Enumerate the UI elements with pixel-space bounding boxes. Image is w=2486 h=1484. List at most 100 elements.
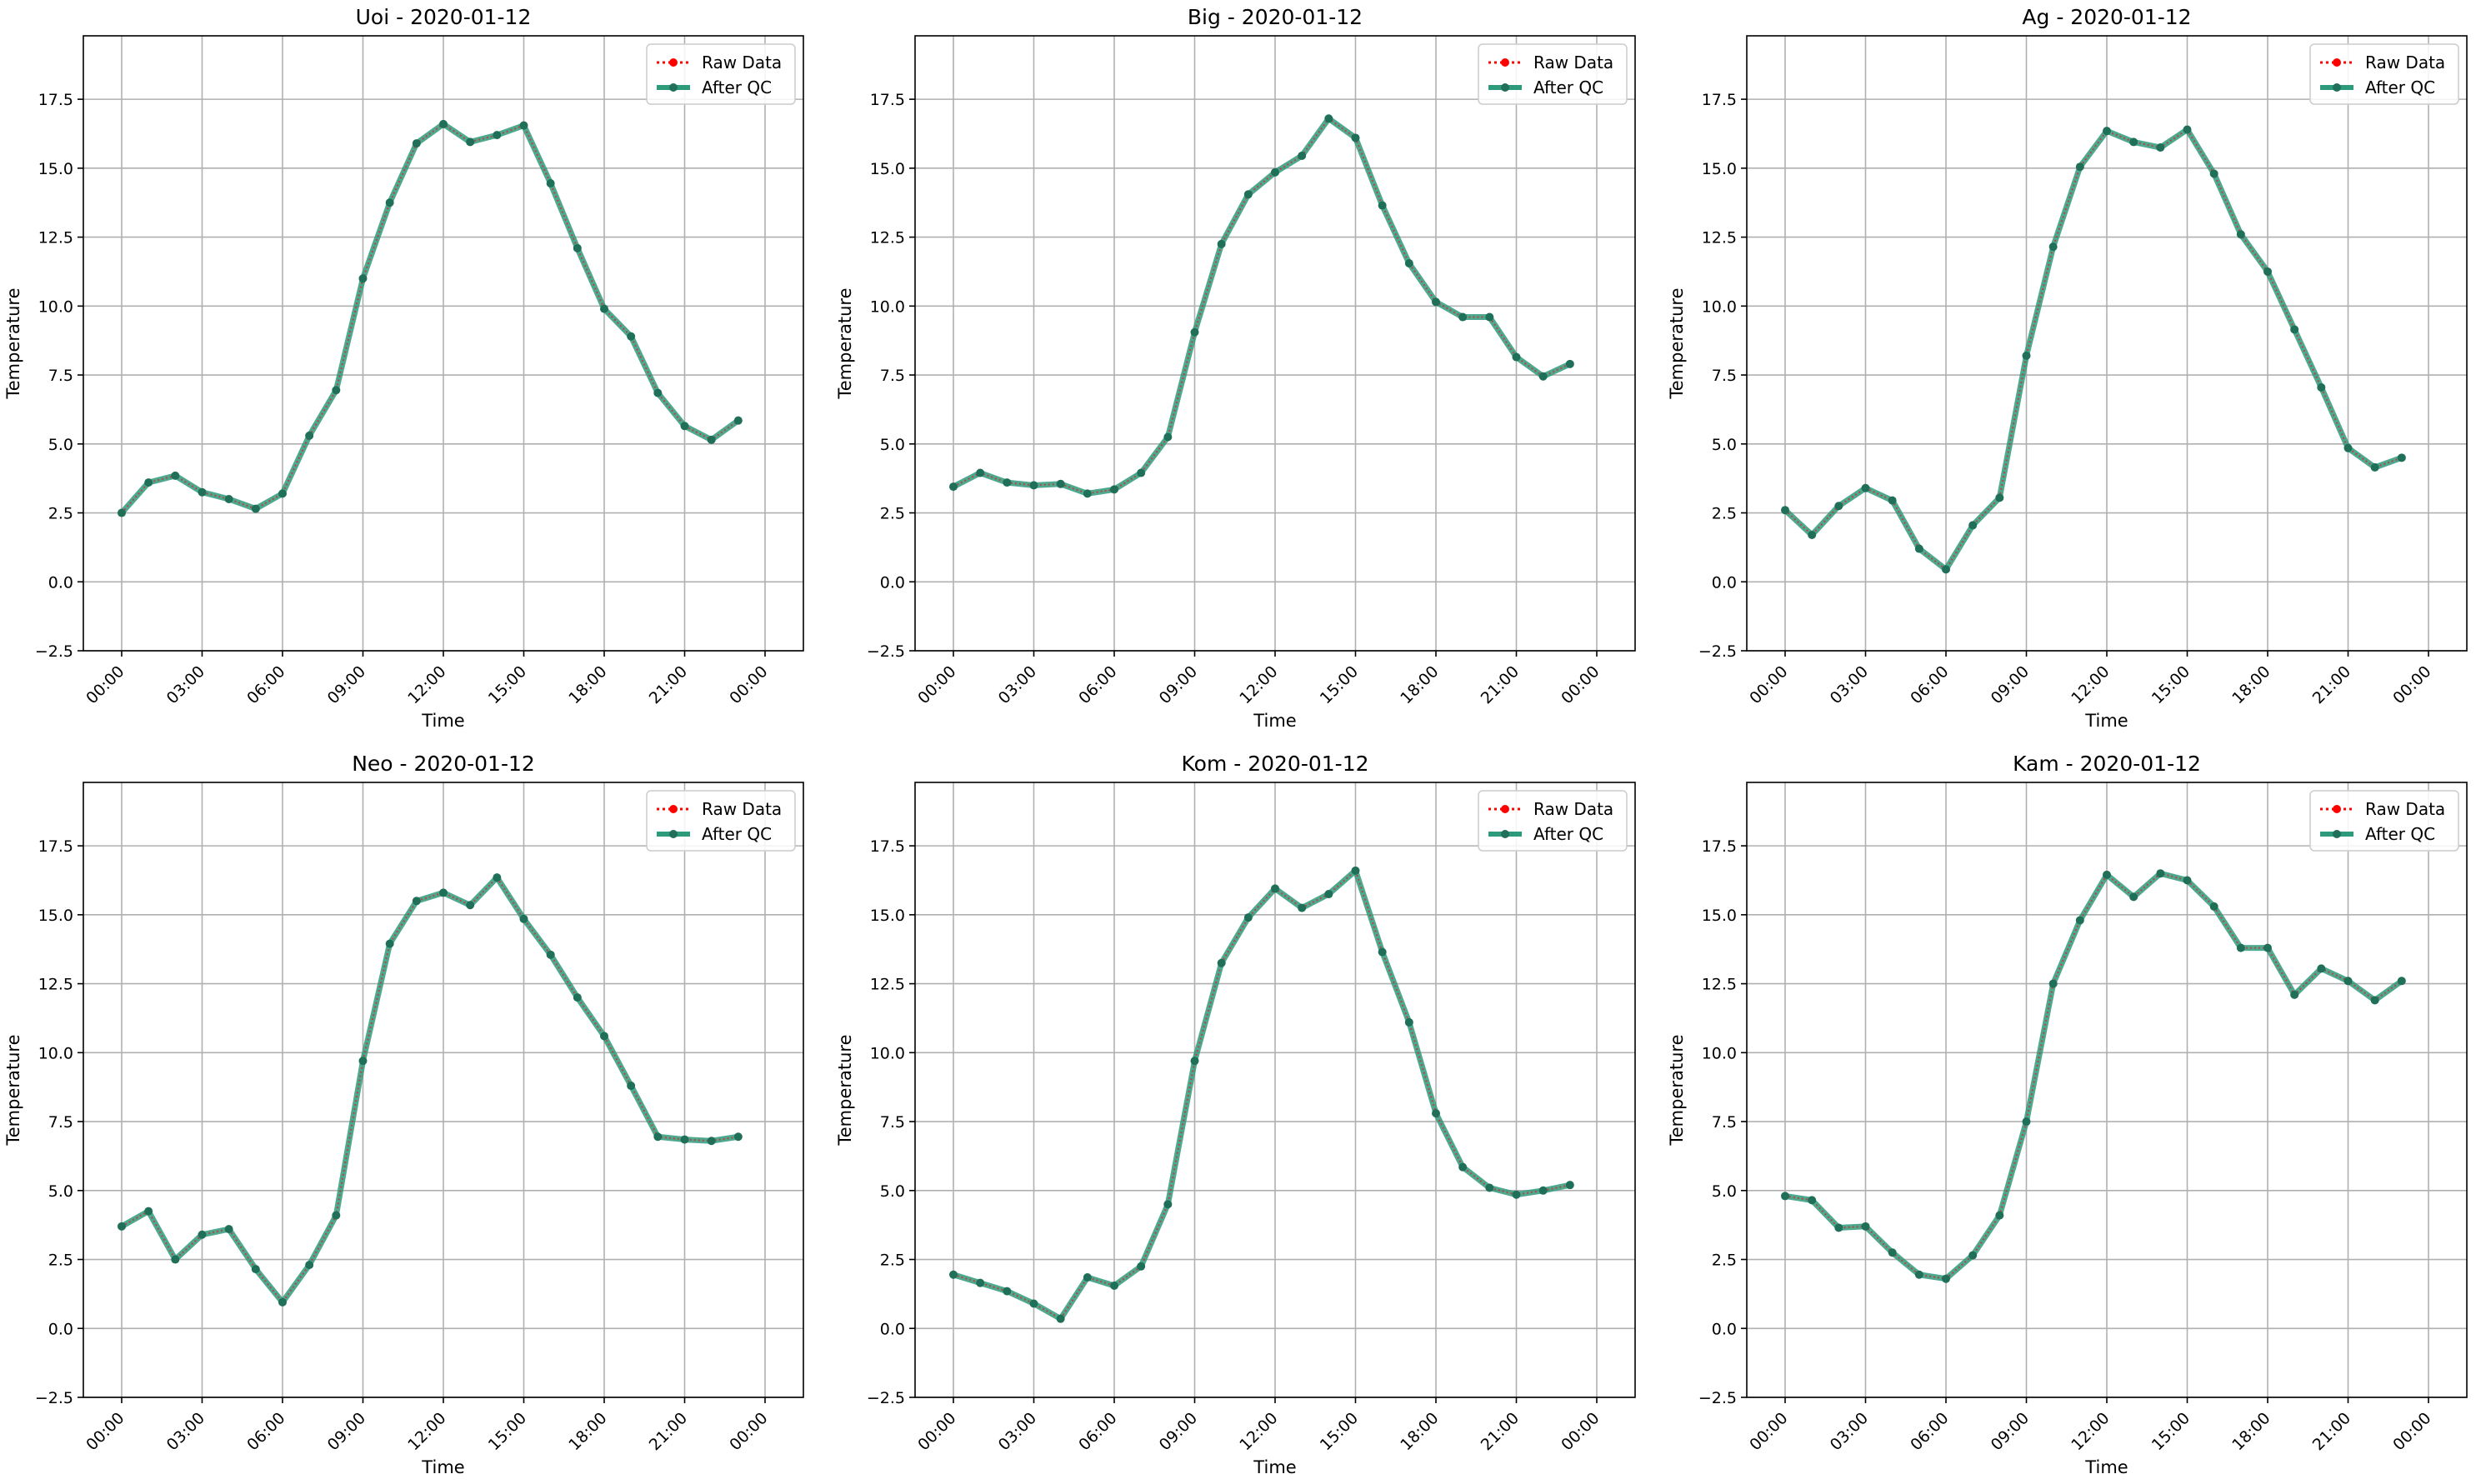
after-qc-point xyxy=(2022,1117,2031,1127)
after-qc-point xyxy=(1942,565,1950,574)
x-tick-label: 09:00 xyxy=(324,662,369,707)
after-qc-point xyxy=(332,386,341,395)
after-qc-point xyxy=(1243,190,1253,199)
x-tick-label: 03:00 xyxy=(995,662,1040,707)
after-qc-point xyxy=(1083,489,1092,498)
x-tick-label: 18:00 xyxy=(565,1409,610,1454)
x-axis-label: Time xyxy=(2084,1457,2128,1477)
y-tick-label: 17.5 xyxy=(38,91,73,109)
x-tick-label: 00:00 xyxy=(1558,662,1603,707)
y-tick-label: 7.5 xyxy=(880,1113,905,1132)
after-qc-point xyxy=(224,494,233,503)
after-qc-point xyxy=(305,1261,314,1270)
after-qc-point xyxy=(1808,531,1817,540)
axes-frame xyxy=(1746,782,2468,1398)
y-tick-label: 2.5 xyxy=(1712,505,1737,523)
after-qc-point xyxy=(1056,1314,1065,1323)
y-tick-label: 12.5 xyxy=(870,229,905,247)
y-tick-label: 7.5 xyxy=(48,1113,73,1132)
after-qc-point xyxy=(1968,1251,1978,1260)
x-tick-label: 18:00 xyxy=(2228,662,2273,707)
legend: Raw Data After QC xyxy=(2309,43,2459,105)
x-tick-label: 06:00 xyxy=(243,662,288,707)
after-qc-point xyxy=(118,508,126,517)
legend-raw-marker xyxy=(1501,58,1509,67)
y-tick-label: 10.0 xyxy=(38,297,73,316)
after-qc-point xyxy=(2209,902,2218,911)
after-qc-point xyxy=(733,1132,743,1142)
legend-raw-marker xyxy=(669,58,678,67)
legend-label-raw: Raw Data xyxy=(2365,799,2445,819)
after-qc-point xyxy=(1565,1181,1574,1190)
after-qc-point xyxy=(144,1207,153,1216)
y-tick-label: 17.5 xyxy=(38,837,73,856)
after-qc-point xyxy=(600,1032,608,1041)
after-qc-point xyxy=(358,274,368,283)
y-tick-label: 17.5 xyxy=(870,837,905,856)
y-axis-label: Temperature xyxy=(1667,287,1687,399)
x-tick-label: 18:00 xyxy=(1397,662,1442,707)
after-qc-point xyxy=(1808,1196,1817,1205)
x-tick-label: 00:00 xyxy=(2389,1409,2434,1454)
x-tick-label: 15:00 xyxy=(485,662,530,707)
chart-title: Kom - 2020-01-12 xyxy=(1182,752,1369,776)
after-qc-series-line xyxy=(952,115,1572,497)
x-tick-label: 21:00 xyxy=(1478,1409,1523,1454)
x-tick-label: 06:00 xyxy=(1907,662,1952,707)
x-tick-label: 21:00 xyxy=(2309,662,2354,707)
after-qc-point xyxy=(2236,943,2245,952)
after-qc-point xyxy=(1163,432,1173,442)
y-tick-label: 0.0 xyxy=(880,573,905,592)
after-qc-point xyxy=(1968,521,1978,530)
after-qc-point xyxy=(976,1278,985,1287)
y-tick-label: 10.0 xyxy=(1702,297,1737,316)
y-tick-label: 2.5 xyxy=(1712,1252,1737,1270)
after-qc-point xyxy=(2156,869,2165,878)
y-tick-label: 15.0 xyxy=(1702,907,1737,925)
y-tick-label: 15.0 xyxy=(38,907,73,925)
after-qc-point xyxy=(707,1137,716,1146)
x-tick-label: 12:00 xyxy=(404,1409,449,1454)
raw-data-series-line xyxy=(953,868,1571,1321)
after-qc-point xyxy=(466,137,475,147)
after-qc-point xyxy=(1404,259,1413,268)
legend-label-qc: After QC xyxy=(2365,824,2435,844)
x-tick-label: 09:00 xyxy=(324,1409,369,1454)
x-tick-label: 09:00 xyxy=(1988,1409,2033,1454)
after-qc-point xyxy=(2343,977,2353,986)
after-qc-point xyxy=(2263,267,2272,276)
x-tick-label: 03:00 xyxy=(1827,662,1872,707)
legend: Raw Data After QC xyxy=(646,43,796,105)
after-qc-point xyxy=(412,897,421,906)
axes-frame xyxy=(914,782,1636,1398)
after-qc-point xyxy=(1458,312,1468,322)
after-qc-point xyxy=(2290,325,2299,334)
after-qc-point xyxy=(144,478,153,487)
after-qc-point xyxy=(627,1082,636,1091)
after-qc-point xyxy=(1110,1281,1118,1290)
after-qc-point xyxy=(2103,870,2111,879)
legend-label-qc: After QC xyxy=(1533,77,1603,97)
y-tick-label: 0.0 xyxy=(1712,573,1737,592)
after-qc-point xyxy=(493,131,502,140)
after-qc-point xyxy=(198,487,207,497)
after-qc-point xyxy=(976,468,985,477)
chart-title: Ag - 2020-01-12 xyxy=(2022,5,2191,29)
x-tick-label: 21:00 xyxy=(2309,1409,2354,1454)
legend-raw-marker xyxy=(1501,805,1509,813)
after-qc-point xyxy=(546,950,555,959)
after-qc-point xyxy=(332,1211,341,1220)
after-qc-point xyxy=(2048,242,2058,252)
y-tick-label: −2.5 xyxy=(867,642,905,661)
x-tick-label: 15:00 xyxy=(1317,1409,1362,1454)
after-qc-point xyxy=(1538,372,1548,381)
y-tick-label: 17.5 xyxy=(1702,837,1737,856)
x-tick-label: 00:00 xyxy=(83,1409,128,1454)
x-tick-label: 03:00 xyxy=(163,662,208,707)
chart-title: Uoi - 2020-01-12 xyxy=(356,5,532,29)
after-qc-point xyxy=(1378,947,1387,957)
x-axis-label: Time xyxy=(421,711,464,731)
y-tick-label: 7.5 xyxy=(1712,1113,1737,1132)
y-tick-label: 7.5 xyxy=(48,367,73,385)
